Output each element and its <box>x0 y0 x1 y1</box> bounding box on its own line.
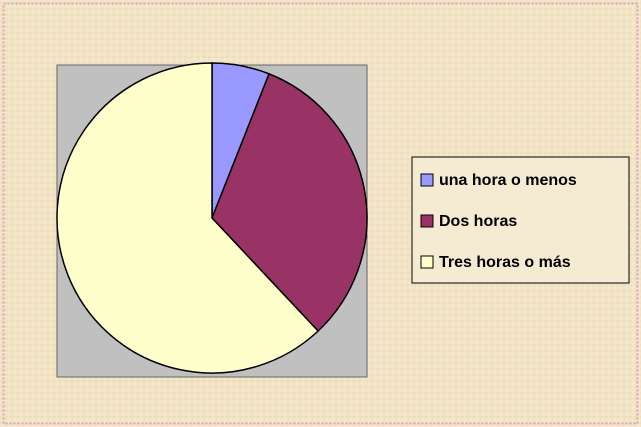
legend-swatch <box>420 255 434 269</box>
legend-swatch <box>420 214 434 228</box>
pie-slice <box>56 62 320 374</box>
legend-label: Dos horas <box>439 213 517 230</box>
pie-slice <box>211 72 368 333</box>
legend-label: Tres horas o más <box>439 254 571 271</box>
legend-label: una hora o menos <box>439 172 577 189</box>
legend-swatch <box>420 173 434 187</box>
legend <box>411 156 630 284</box>
